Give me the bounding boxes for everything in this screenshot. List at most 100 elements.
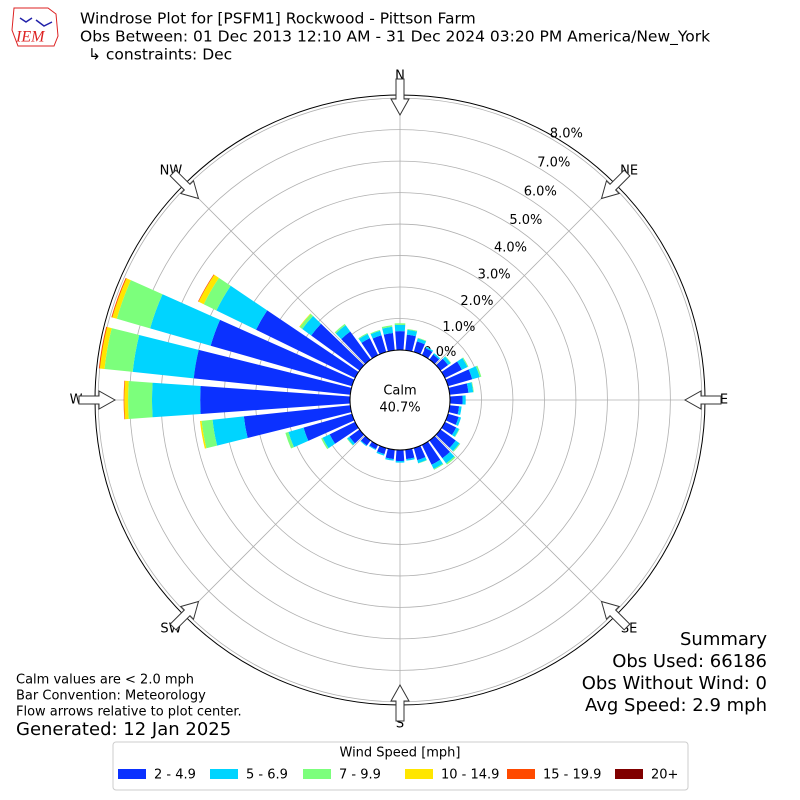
bar-segment: [151, 382, 201, 418]
flow-arrow: [600, 169, 631, 200]
flow-arrow: [600, 600, 631, 631]
bar-segment: [123, 380, 125, 420]
bar-segment: [285, 432, 294, 449]
radial-tick-label: 1.0%: [442, 320, 475, 335]
bar-segment: [394, 324, 406, 332]
bar-segment: [385, 457, 394, 461]
bar-segment: [466, 382, 474, 393]
legend-label: 15 - 19.9: [543, 768, 601, 783]
bar-segment: [449, 440, 460, 452]
flow-arrow: [390, 683, 410, 722]
summary-line: Obs Without Wind: 0: [582, 673, 767, 694]
note: Calm values are < 2.0 mph: [16, 673, 194, 688]
bar-segment: [405, 448, 415, 460]
bar-segment: [418, 460, 427, 464]
flow-arrow-shape: [390, 683, 410, 722]
legend-label: 20+: [651, 768, 678, 783]
bar-segment: [433, 353, 441, 360]
bar-segment: [193, 349, 352, 395]
logo-text: IEM: [15, 29, 46, 46]
radial-grid-line: [184, 184, 365, 365]
bar-segment: [431, 459, 443, 469]
radial-tick-label: 8.0%: [550, 126, 583, 141]
bar-segment: [358, 333, 370, 343]
bar-segment: [445, 356, 452, 364]
bar-segment: [361, 338, 379, 359]
bar-segment: [303, 413, 355, 441]
direction-label: N: [395, 69, 405, 84]
bar-segment: [360, 440, 367, 447]
bar-segment: [198, 274, 215, 302]
bar-segment: [369, 441, 379, 450]
bar-segment: [433, 463, 444, 470]
bar-segment: [99, 326, 112, 369]
bar-segment: [128, 381, 153, 419]
radial-grid-line: [435, 184, 616, 365]
bar-segment: [429, 435, 451, 459]
bar-segment: [299, 313, 314, 329]
bar-segment: [376, 451, 385, 456]
calm-value: 40.7%: [379, 401, 420, 416]
bar-segment: [475, 365, 482, 378]
logo: IEM: [11, 7, 59, 47]
bar-segment: [429, 354, 440, 365]
bar-segment: [395, 460, 405, 463]
bar-segment: [417, 457, 427, 464]
legend-swatch: [507, 769, 535, 779]
bar-segment: [454, 428, 460, 438]
flow-arrow-shape: [600, 600, 631, 631]
legend-box: [112, 741, 689, 791]
bar-segment: [299, 313, 311, 328]
bar-segment: [452, 443, 461, 452]
legend-label: 2 - 4.9: [154, 768, 196, 783]
bar-segment: [347, 436, 355, 446]
flow-arrow: [78, 390, 117, 410]
calm-label: Calm: [383, 384, 416, 399]
bar-segment: [381, 325, 393, 329]
bar-segment: [256, 310, 359, 379]
bar-segment: [322, 434, 336, 449]
bar-segment: [210, 319, 355, 387]
bar-segment: [448, 383, 469, 395]
bar-segment: [395, 449, 405, 462]
bar-segment: [212, 416, 248, 446]
bar-segment: [462, 357, 469, 368]
generated: Generated: 12 Jan 2025: [16, 719, 231, 740]
legend-title: Wind Speed [mph]: [340, 746, 461, 761]
bar-segment: [446, 456, 456, 465]
bar-segment: [112, 278, 131, 319]
flow-arrow-shape: [169, 169, 200, 200]
radial-tick-label: 2.0%: [460, 294, 493, 309]
legend-swatch: [210, 769, 238, 779]
legend: 2 - 4.9 5 - 6.9 7 - 9.9 10 - 14.9 15 - 19.9 2…: [118, 768, 678, 783]
flow-arrow: [390, 78, 410, 117]
radial-tick-label: 5.0%: [509, 213, 542, 228]
bar-segment: [455, 416, 462, 426]
bar-segment: [406, 329, 418, 337]
bar-segment: [405, 334, 416, 352]
radial-tick-label: 3.0%: [478, 268, 511, 283]
bar-segment: [321, 437, 329, 450]
bar-segment: [302, 316, 322, 336]
logo-outline: [11, 7, 59, 47]
bar-segment: [358, 332, 368, 339]
legend-swatch: [303, 769, 331, 779]
bar-segment: [382, 326, 393, 335]
bar-segment: [425, 346, 434, 353]
flow-arrow: [169, 600, 200, 631]
direction-label: S: [396, 717, 404, 732]
chart-title: Windrose Plot for [PSFM1] Rockwood - Pit…: [80, 10, 476, 28]
bar-segment: [435, 358, 449, 371]
bar-segment: [457, 406, 462, 415]
bar-segment: [346, 438, 354, 446]
flow-arrow-shape: [390, 78, 410, 117]
bar-segment: [203, 277, 231, 311]
legend-swatch: [405, 769, 433, 779]
logo-lines: [19, 17, 53, 27]
legend-swatch: [615, 769, 643, 779]
bar-segment: [201, 419, 218, 449]
summary-title: Summary: [680, 629, 767, 650]
bar-segment: [421, 441, 441, 465]
bar-segment: [445, 413, 459, 425]
